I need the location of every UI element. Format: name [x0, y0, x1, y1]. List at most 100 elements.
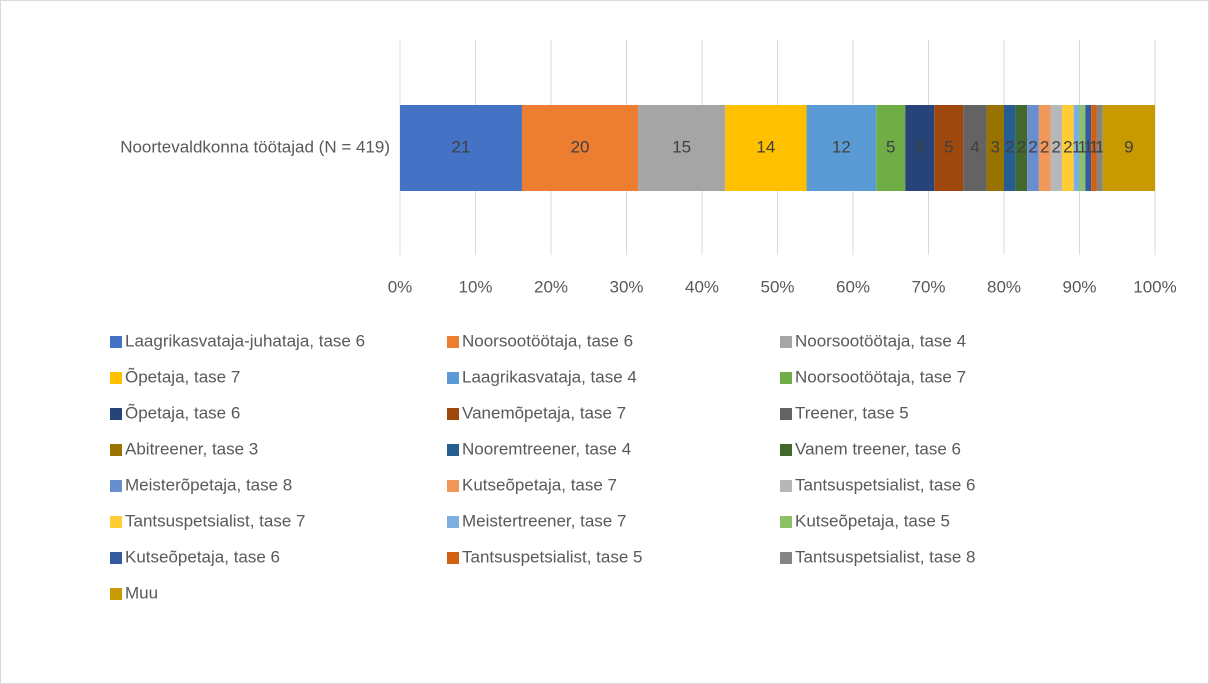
legend-label: Kutseõpetaja, tase 7: [462, 475, 617, 494]
legend-label: Nooremtreener, tase 4: [462, 439, 631, 458]
legend-swatch: [447, 408, 459, 420]
data-label: 2: [1052, 137, 1061, 156]
legend-label: Õpetaja, tase 7: [125, 367, 240, 386]
x-tick-label: 50%: [760, 277, 794, 296]
legend-label: Tantsuspetsialist, tase 8: [795, 547, 975, 566]
bar-segment: [1096, 105, 1103, 191]
legend-label: Õpetaja, tase 6: [125, 403, 240, 422]
legend-swatch: [780, 372, 792, 384]
bar-segment: [725, 105, 807, 191]
bar-segment: [1073, 105, 1080, 191]
legend-label: Vanemõpetaja, tase 7: [462, 403, 626, 422]
x-tick-label: 10%: [458, 277, 492, 296]
x-tick-label: 20%: [534, 277, 568, 296]
data-label: 2: [1005, 137, 1014, 156]
legend-swatch: [447, 444, 459, 456]
legend-swatch: [780, 408, 792, 420]
legend-swatch: [110, 336, 122, 348]
data-label: 2: [1017, 137, 1026, 156]
legend-label: Tantsuspetsialist, tase 6: [795, 475, 975, 494]
bar-segment: [934, 105, 964, 191]
legend-label: Treener, tase 5: [795, 403, 909, 422]
data-label: 5: [915, 137, 924, 156]
data-label: 5: [944, 137, 953, 156]
legend-swatch: [110, 552, 122, 564]
bar-segment: [806, 105, 877, 191]
legend-label: Noorsootöötaja, tase 7: [795, 367, 966, 386]
legend-swatch: [447, 336, 459, 348]
legend-label: Vanem treener, tase 6: [795, 439, 961, 458]
data-label: 2: [1063, 137, 1072, 156]
legend-label: Tantsuspetsialist, tase 7: [125, 511, 305, 530]
legend-label: Kutseõpetaja, tase 5: [795, 511, 950, 530]
legend-swatch: [110, 408, 122, 420]
legend-swatch: [447, 480, 459, 492]
data-label: 4: [970, 137, 979, 156]
bar-segment: [638, 105, 726, 191]
data-label: 2: [1028, 137, 1037, 156]
legend-label: Laagrikasvataja, tase 4: [462, 367, 637, 386]
legend-label: Noorsootöötaja, tase 6: [462, 331, 633, 350]
data-label: 1: [1078, 137, 1087, 156]
bar-segment: [1079, 105, 1086, 191]
bar-segment: [1050, 105, 1063, 191]
legend-label: Meistertreener, tase 7: [462, 511, 626, 530]
legend-swatch: [780, 444, 792, 456]
bar-segment: [876, 105, 906, 191]
bar-segment: [1102, 105, 1155, 191]
legend-swatch: [780, 552, 792, 564]
x-tick-label: 40%: [685, 277, 719, 296]
bar-segment: [1091, 105, 1097, 191]
legend-label: Kutseõpetaja, tase 6: [125, 547, 280, 566]
data-label: 14: [756, 137, 775, 156]
data-label: 21: [452, 137, 471, 156]
legend-swatch: [780, 336, 792, 348]
bar-segment: [963, 105, 987, 191]
x-tick-label: 100%: [1133, 277, 1176, 296]
bar-segment: [1027, 105, 1039, 191]
legend-label: Laagrikasvataja-juhataja, tase 6: [125, 331, 365, 350]
data-label: 1: [1089, 137, 1098, 156]
legend-swatch: [447, 516, 459, 528]
data-label: 5: [886, 137, 895, 156]
legend-label: Noorsootöötaja, tase 4: [795, 331, 966, 350]
legend-swatch: [780, 480, 792, 492]
legend-swatch: [447, 372, 459, 384]
bar-segment: [521, 105, 639, 191]
bar-segment: [1004, 105, 1016, 191]
data-label: 1: [1095, 137, 1104, 156]
legend-swatch: [447, 552, 459, 564]
data-label: 15: [672, 137, 691, 156]
bar-segment: [1038, 105, 1051, 191]
data-label: 20: [571, 137, 590, 156]
category-label: Noortevaldkonna töötajad (N = 419): [120, 137, 390, 156]
bar-segment: [1015, 105, 1028, 191]
bar-segment: [400, 105, 522, 191]
x-tick-label: 0%: [388, 277, 413, 296]
legend-swatch: [110, 516, 122, 528]
data-label: 3: [991, 137, 1000, 156]
data-label: 9: [1124, 137, 1133, 156]
data-label: 1: [1083, 137, 1092, 156]
bar-segment: [986, 105, 1004, 191]
legend-label: Meisterõpetaja, tase 8: [125, 475, 292, 494]
x-tick-label: 60%: [836, 277, 870, 296]
x-tick-label: 80%: [987, 277, 1021, 296]
data-label: 12: [832, 137, 851, 156]
legend-swatch: [110, 480, 122, 492]
legend-label: Tantsuspetsialist, tase 5: [462, 547, 642, 566]
legend-swatch: [110, 444, 122, 456]
x-tick-label: 90%: [1062, 277, 1096, 296]
x-tick-label: 70%: [911, 277, 945, 296]
data-label: 2: [1040, 137, 1049, 156]
bar-segment: [905, 105, 935, 191]
legend-swatch: [110, 372, 122, 384]
legend-label: Muu: [125, 583, 158, 602]
data-label: 1: [1072, 137, 1081, 156]
bar-segment: [1062, 105, 1074, 191]
legend-swatch: [110, 588, 122, 600]
legend-swatch: [780, 516, 792, 528]
bar-segment: [1085, 105, 1092, 191]
x-tick-label: 30%: [609, 277, 643, 296]
